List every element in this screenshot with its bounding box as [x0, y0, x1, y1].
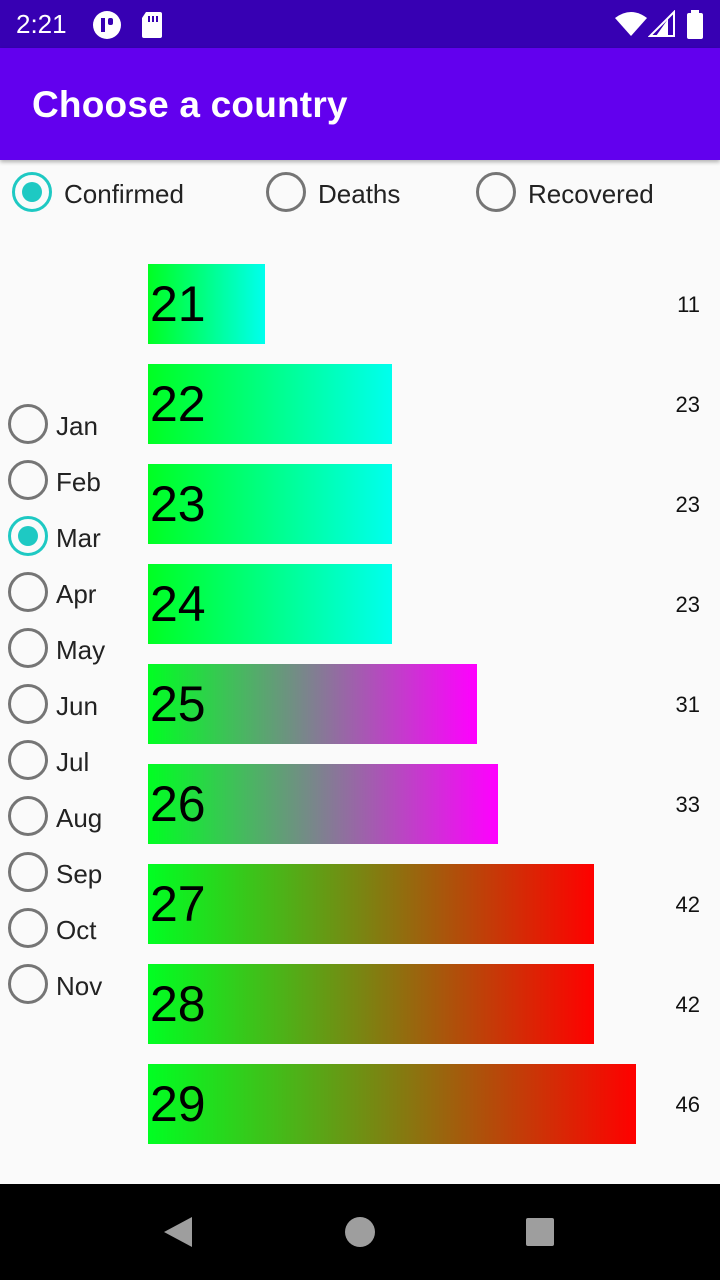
status-time: 2:21 — [16, 9, 67, 39]
day-bar-value: 42 — [675, 892, 700, 917]
month-label-mar[interactable]: Mar — [56, 523, 101, 553]
day-bar-label: 28 — [150, 976, 206, 1032]
day-bar-value: 42 — [675, 992, 700, 1017]
day-bar — [148, 964, 594, 1044]
day-bar-value: 11 — [677, 292, 700, 317]
day-bar — [148, 1064, 636, 1144]
radio-recovered-label[interactable]: Recovered — [528, 179, 654, 209]
day-bar — [148, 564, 392, 644]
radio-month-nov[interactable] — [8, 964, 48, 1004]
radio-month-apr[interactable] — [8, 572, 48, 612]
day-bar-label: 29 — [150, 1076, 206, 1132]
radio-month-oct[interactable] — [8, 908, 48, 948]
radio-month-jun[interactable] — [8, 684, 48, 724]
day-bar-label: 22 — [150, 376, 206, 432]
cell-signal-icon — [648, 10, 675, 37]
system-nav-bar — [0, 1184, 720, 1280]
radio-deaths[interactable] — [266, 172, 306, 212]
notification-app-icon — [93, 11, 121, 39]
radio-month-mar[interactable] — [8, 516, 48, 556]
recents-icon[interactable] — [524, 1216, 556, 1248]
day-bar-label: 23 — [150, 476, 206, 532]
day-bar — [148, 264, 265, 344]
radio-recovered[interactable] — [476, 172, 516, 212]
day-bar-value: 31 — [675, 692, 700, 717]
radio-deaths-label[interactable]: Deaths — [318, 179, 401, 209]
month-label-oct[interactable]: Oct — [56, 915, 97, 945]
month-label-jan[interactable]: Jan — [56, 411, 98, 441]
home-icon[interactable] — [344, 1216, 376, 1248]
day-bar-label: 24 — [150, 576, 206, 632]
day-bar — [148, 664, 477, 744]
radio-month-feb[interactable] — [8, 460, 48, 500]
month-label-jul[interactable]: Jul — [56, 747, 90, 777]
day-bar — [148, 864, 594, 944]
battery-icon — [687, 10, 703, 39]
month-label-aug[interactable]: Aug — [56, 803, 103, 833]
day-bar-label: 21 — [150, 276, 206, 332]
radio-confirmed[interactable] — [12, 172, 52, 212]
month-label-feb[interactable]: Feb — [56, 467, 101, 497]
day-bar-label: 27 — [150, 876, 206, 932]
day-bar-value: 23 — [675, 392, 700, 417]
radio-confirmed-label[interactable]: Confirmed — [64, 179, 184, 209]
page-title: Choose a country — [32, 84, 348, 125]
radio-month-aug[interactable] — [8, 796, 48, 836]
radio-month-sep[interactable] — [8, 852, 48, 892]
back-icon[interactable] — [162, 1216, 194, 1248]
day-bar-value: 23 — [675, 492, 700, 517]
month-label-apr[interactable]: Apr — [56, 579, 97, 609]
radio-month-may[interactable] — [8, 628, 48, 668]
month-label-jun[interactable]: Jun — [56, 691, 98, 721]
month-label-may[interactable]: May — [56, 635, 106, 665]
sd-card-icon — [142, 12, 162, 38]
wifi-icon — [615, 12, 647, 36]
day-bar — [148, 764, 498, 844]
day-bar-label: 25 — [150, 676, 206, 732]
day-bar-value: 33 — [675, 792, 700, 817]
day-bar-value: 23 — [675, 592, 700, 617]
month-label-sep[interactable]: Sep — [56, 859, 103, 889]
status-bar: 2:21 — [0, 0, 720, 48]
radio-month-jul[interactable] — [8, 740, 48, 780]
radio-month-jan[interactable] — [8, 404, 48, 444]
month-label-nov[interactable]: Nov — [56, 971, 103, 1001]
day-bar — [148, 364, 392, 444]
day-bar-label: 26 — [150, 776, 206, 832]
day-bar — [148, 464, 392, 544]
day-bar-value: 46 — [675, 1092, 700, 1117]
app-bar: Choose a country — [0, 48, 720, 160]
